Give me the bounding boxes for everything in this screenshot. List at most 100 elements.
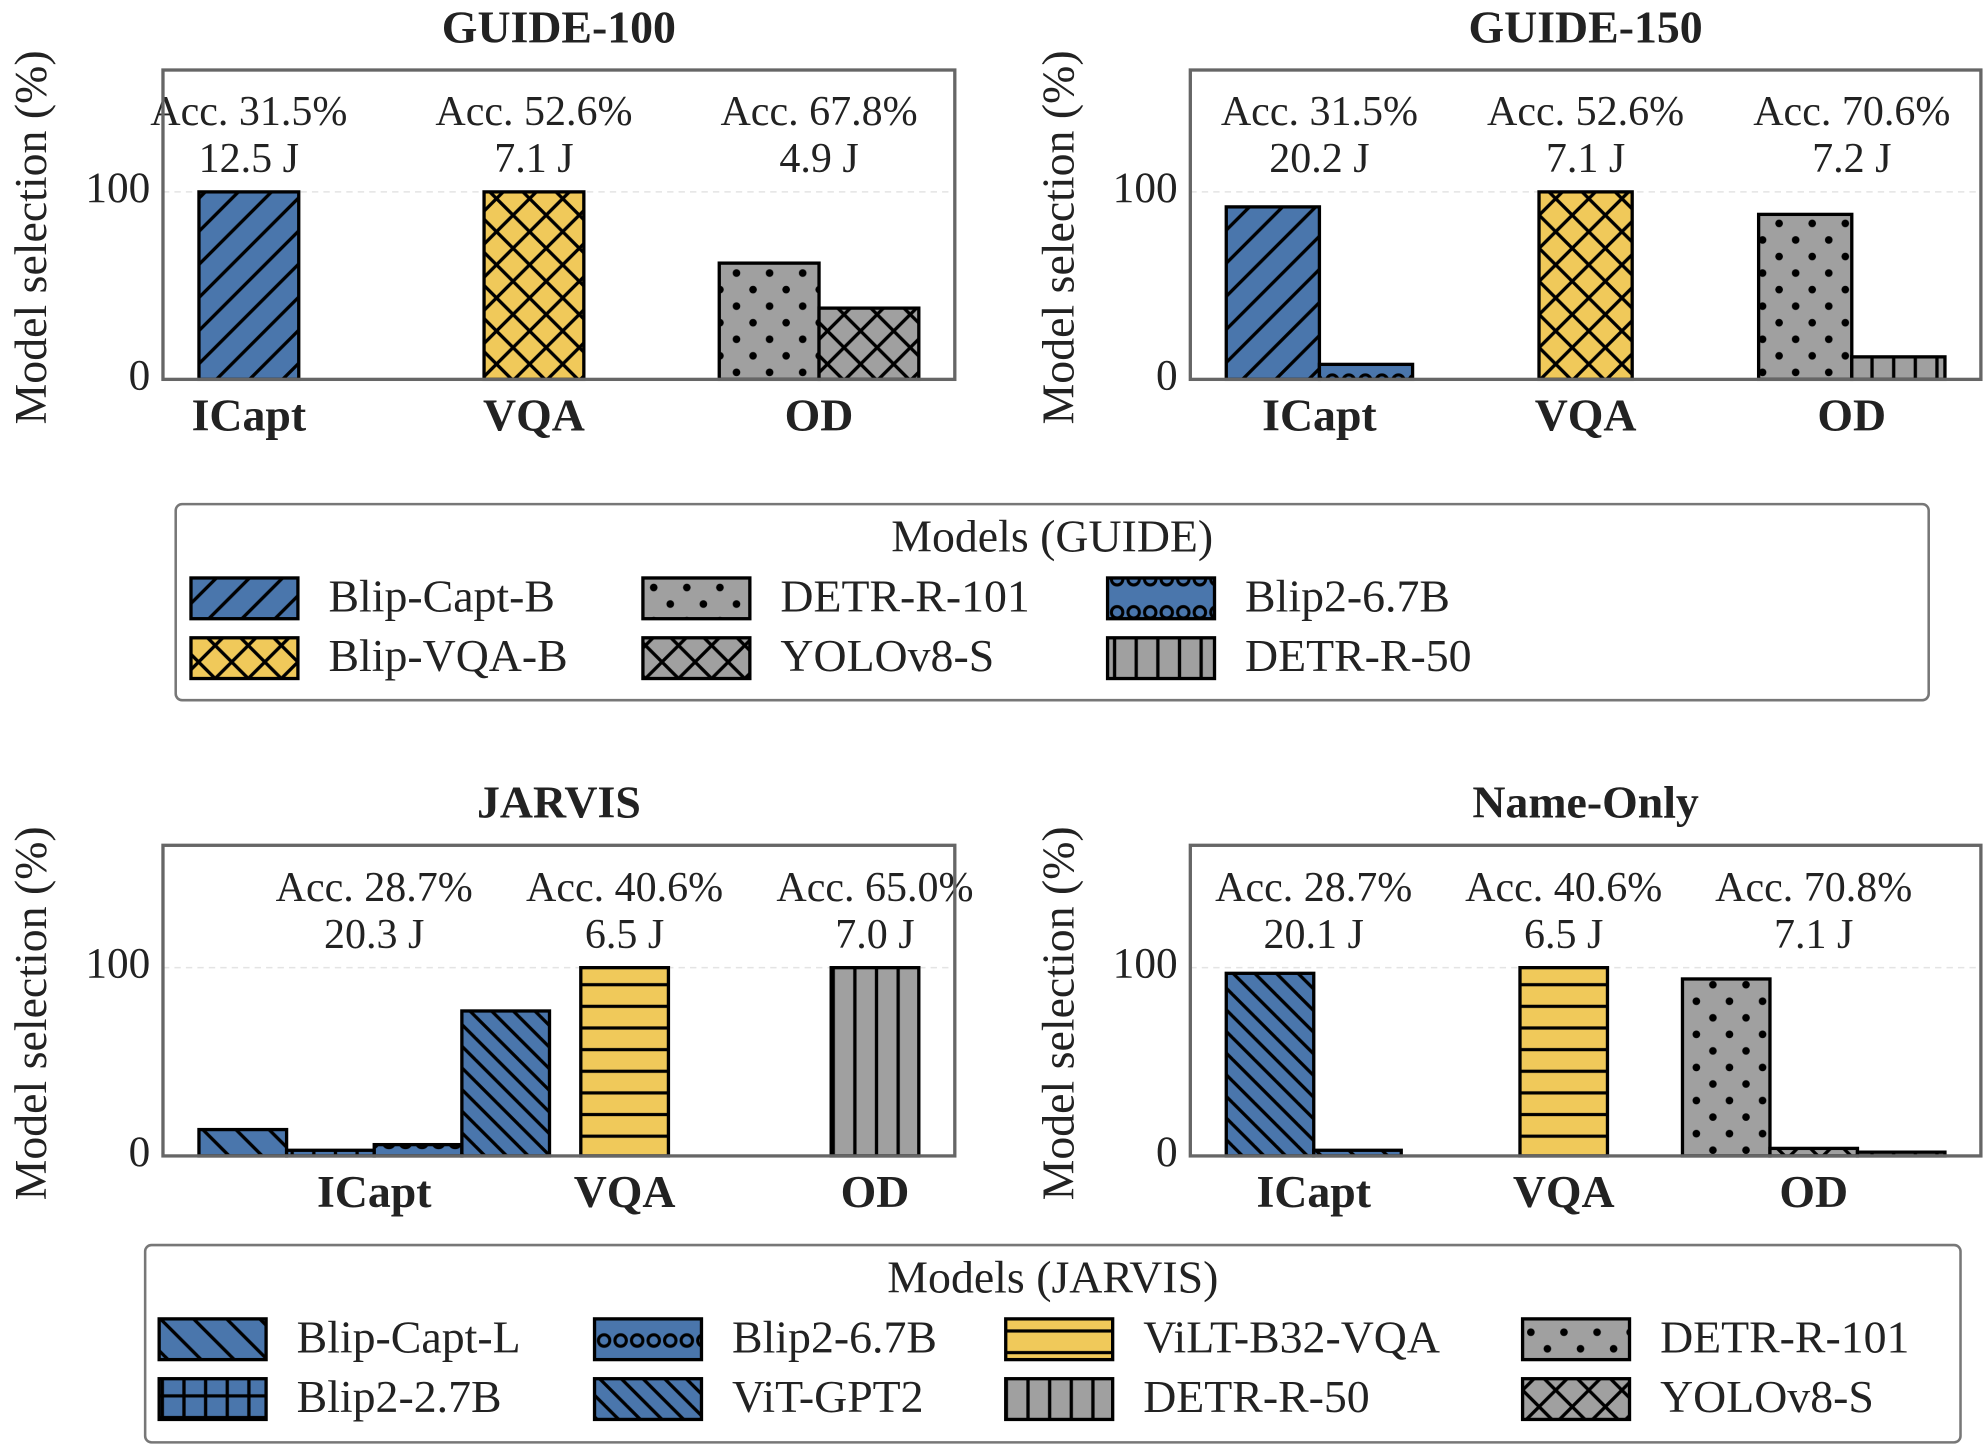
bar — [1518, 966, 1610, 1158]
legend-swatch — [592, 1377, 704, 1422]
legend-label: Blip2-6.7B — [1245, 570, 1450, 621]
bar — [1850, 355, 1947, 382]
legend-swatch — [189, 636, 300, 681]
y-axis-label: Model selection (%) — [5, 50, 56, 424]
annotation: Acc. 67.8% — [720, 89, 917, 135]
annotation: 20.1 J — [1264, 912, 1364, 958]
annotation: 6.5 J — [585, 912, 664, 958]
x-tick-label: VQA — [483, 390, 585, 441]
annotation: Acc. 52.6% — [1487, 89, 1684, 135]
annotation: 20.2 J — [1269, 136, 1369, 182]
annotation: 7.0 J — [835, 912, 914, 958]
annotation: Acc. 31.5% — [1221, 89, 1418, 135]
axes-frame — [161, 68, 957, 382]
bar — [1680, 977, 1772, 1158]
y-tick-label: 0 — [1156, 351, 1178, 399]
y-axis-label: Model selection (%) — [1033, 826, 1084, 1200]
y-tick-label: 0 — [129, 1128, 151, 1176]
bar — [197, 1127, 289, 1158]
bar — [579, 966, 671, 1158]
annotation: Acc. 65.0% — [776, 865, 973, 911]
legend-swatch — [1004, 1377, 1115, 1422]
x-tick-label: ICapt — [192, 390, 307, 441]
legend-label: Blip2-6.7B — [732, 1311, 937, 1362]
bar — [1224, 205, 1322, 382]
x-tick-label: ICapt — [1262, 390, 1377, 441]
legend-swatch — [1520, 1317, 1632, 1362]
annotation: Acc. 70.8% — [1715, 865, 1912, 911]
annotation: Acc. 31.5% — [150, 89, 347, 135]
legend-swatch — [641, 636, 752, 681]
y-tick-label: 0 — [129, 351, 151, 399]
axes-frame — [161, 843, 957, 1158]
y-axis-label: Model selection (%) — [1033, 50, 1084, 424]
annotation: 7.1 J — [494, 136, 573, 182]
x-tick-label: OD — [785, 390, 854, 441]
panel-title: GUIDE-150 — [1469, 1, 1703, 52]
bar — [372, 1142, 464, 1158]
annotation: Acc. 40.6% — [526, 865, 723, 911]
legend-label: DETR-R-101 — [780, 570, 1029, 621]
legend-label: Blip-Capt-L — [297, 1311, 521, 1362]
x-tick-label: OD — [841, 1166, 910, 1217]
legend-swatch — [189, 576, 300, 621]
bar — [817, 306, 921, 382]
annotation: Acc. 28.7% — [1215, 865, 1412, 911]
x-tick-label: OD — [1817, 390, 1886, 441]
bar — [460, 1009, 552, 1158]
legend-swatch — [592, 1317, 704, 1362]
legend-swatch — [157, 1317, 268, 1362]
x-tick-label: OD — [1779, 1166, 1848, 1217]
legend-label: Blip-VQA-B — [328, 630, 567, 681]
annotation: 7.1 J — [1546, 136, 1625, 182]
legend-swatch — [1520, 1377, 1632, 1422]
legend-title: Models (GUIDE) — [891, 511, 1213, 562]
legend-label: Blip2-2.7B — [297, 1371, 502, 1422]
legend-label: DETR-R-101 — [1660, 1311, 1909, 1362]
bar — [1537, 190, 1634, 382]
bar — [197, 190, 301, 382]
annotation: 4.9 J — [779, 136, 858, 182]
legend-label: ViLT-B32-VQA — [1143, 1311, 1440, 1362]
panel-title: Name-Only — [1472, 777, 1699, 828]
legend-swatch — [1105, 576, 1217, 621]
bar — [717, 261, 821, 382]
legend-label: Blip-Capt-B — [328, 570, 555, 621]
panel-title: JARVIS — [477, 777, 641, 828]
y-tick-label: 100 — [1113, 164, 1178, 212]
bar — [1756, 212, 1854, 382]
annotation: 12.5 J — [199, 136, 299, 182]
legend-label: ViT-GPT2 — [732, 1371, 924, 1422]
y-axis-label: Model selection (%) — [5, 826, 56, 1200]
annotation: Acc. 28.7% — [276, 865, 473, 911]
y-tick-label: 100 — [85, 940, 150, 988]
legend-swatch — [1105, 636, 1217, 681]
legend-label: YOLOv8-S — [780, 630, 994, 681]
bar — [829, 966, 921, 1158]
x-tick-label: VQA — [1513, 1166, 1615, 1217]
legend-swatch — [1004, 1317, 1115, 1362]
bar — [1317, 362, 1415, 382]
x-tick-label: ICapt — [317, 1166, 432, 1217]
x-tick-label: VQA — [1535, 390, 1637, 441]
annotation: 20.3 J — [324, 912, 424, 958]
y-tick-label: 100 — [1113, 940, 1178, 988]
annotation: 6.5 J — [1524, 912, 1603, 958]
annotation: Acc. 40.6% — [1465, 865, 1662, 911]
annotation: 7.1 J — [1774, 912, 1853, 958]
x-tick-label: ICapt — [1256, 1166, 1371, 1217]
y-tick-label: 0 — [1156, 1128, 1178, 1176]
legend-label: DETR-R-50 — [1143, 1371, 1369, 1422]
x-tick-label: VQA — [574, 1166, 676, 1217]
axes-frame — [1188, 68, 1983, 382]
legend-title: Models (JARVIS) — [887, 1251, 1218, 1302]
bar — [1224, 971, 1316, 1158]
legend-swatch — [641, 576, 752, 621]
panel-title: GUIDE-100 — [442, 1, 676, 52]
legend-box — [174, 502, 1930, 702]
legend-label: YOLOv8-S — [1660, 1371, 1874, 1422]
annotation: Acc. 52.6% — [435, 89, 632, 135]
legend-swatch — [157, 1377, 268, 1422]
y-tick-label: 100 — [85, 164, 150, 212]
